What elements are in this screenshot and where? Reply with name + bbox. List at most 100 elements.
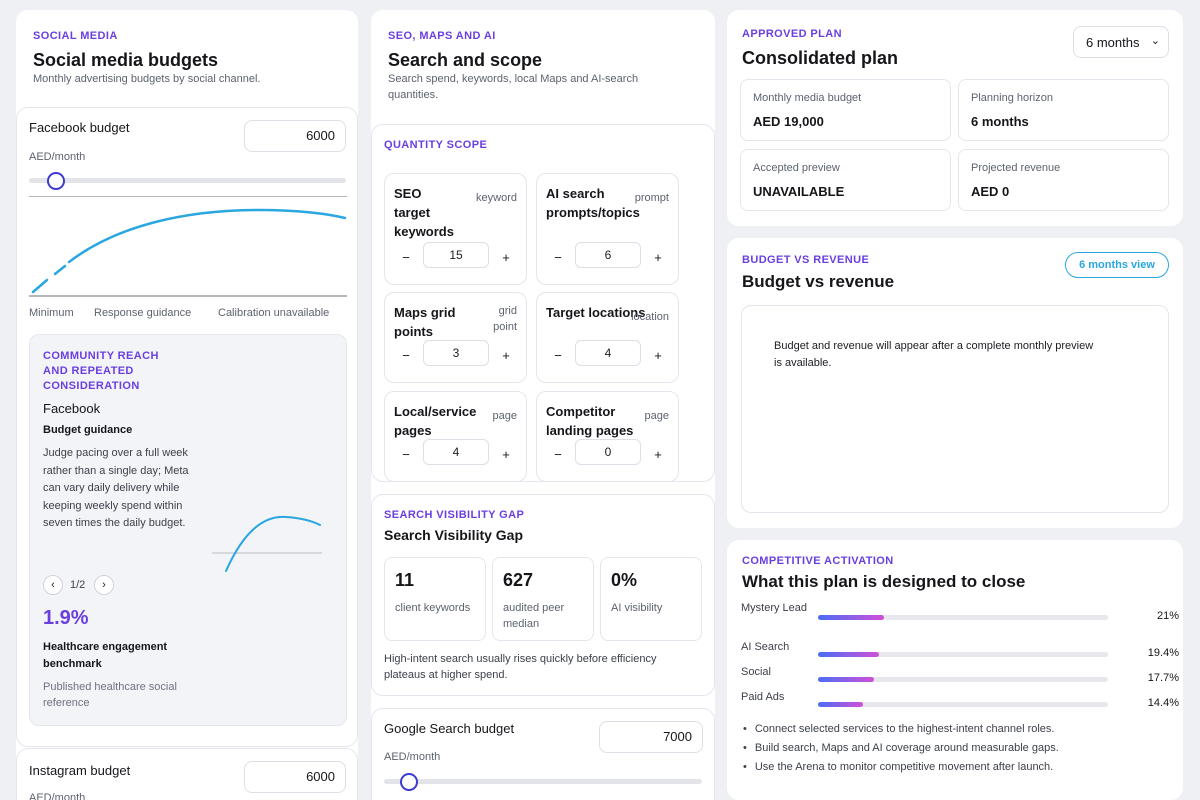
instagram-budget-input[interactable]: 6000 bbox=[244, 761, 346, 793]
google-budget-slider-thumb[interactable] bbox=[400, 773, 419, 791]
facebook-budget-slider-track[interactable] bbox=[29, 178, 346, 183]
bar-percent: 19.4% bbox=[1147, 647, 1179, 659]
gap-title: Search Visibility Gap bbox=[384, 527, 524, 543]
horizon-select-value: 6 months bbox=[1086, 35, 1140, 50]
bar-fill bbox=[818, 677, 874, 682]
quantity-unit: grid point bbox=[493, 305, 517, 333]
quantity-title: SEO target keywords bbox=[394, 186, 454, 239]
increment-button[interactable]: + bbox=[654, 250, 662, 265]
budget-vs-revenue-panel: BUDGET VS REVENUE Budget vs revenue 6 mo… bbox=[727, 238, 1183, 528]
bar-percent: 17.7% bbox=[1147, 672, 1179, 684]
gap-peer-median: 627 audited peer median bbox=[492, 557, 594, 641]
quantity-stepper[interactable]: 4 bbox=[575, 340, 641, 366]
bar-track bbox=[818, 652, 1108, 657]
facebook-budget-input[interactable]: 6000 bbox=[244, 120, 346, 152]
bar-fill bbox=[818, 615, 884, 620]
gap-metric-value: 11 bbox=[395, 570, 415, 590]
social-title: Social media budgets bbox=[33, 50, 219, 70]
seo-column: SEO, MAPS AND AI Search and scope Search… bbox=[371, 10, 715, 800]
facebook-response-curve bbox=[29, 196, 347, 297]
quantity-stepper[interactable]: 6 bbox=[575, 242, 641, 268]
bar-track bbox=[818, 702, 1108, 707]
activation-bullet: Build search, Maps and AI coverage aroun… bbox=[743, 742, 1059, 754]
guidance-pager: 1/2 bbox=[70, 579, 86, 591]
plan-title: Consolidated plan bbox=[742, 48, 899, 68]
gap-note: High-intent search usually rises quickly… bbox=[384, 653, 657, 681]
facebook-budget-slider-thumb[interactable] bbox=[47, 172, 66, 190]
metric-monthly-budget: Monthly media budget AED 19,000 bbox=[740, 79, 951, 141]
activation-bullet: Connect selected services to the highest… bbox=[743, 723, 1055, 735]
metric-value: 6 months bbox=[971, 114, 1029, 129]
quantity-stepper[interactable]: 0 bbox=[575, 439, 641, 465]
decrement-button[interactable]: − bbox=[402, 348, 410, 363]
response-curve-line bbox=[67, 208, 347, 264]
gap-client-keywords: 11 client keywords bbox=[384, 557, 486, 641]
metric-label: Planning horizon bbox=[971, 92, 1053, 104]
google-budget-input[interactable]: 7000 bbox=[599, 721, 703, 753]
metric-label: Monthly media budget bbox=[753, 92, 862, 104]
quantity-title: Maps grid points bbox=[394, 305, 456, 339]
quantity-scope-card: QUANTITY SCOPE SEO target keywords keywor… bbox=[371, 124, 715, 482]
activation-eyebrow: COMPETITIVE ACTIVATION bbox=[742, 555, 894, 567]
quantity-unit: page bbox=[492, 410, 517, 422]
quantity-stepper[interactable]: 15 bbox=[423, 242, 489, 268]
quantity-stepper[interactable]: 3 bbox=[423, 340, 489, 366]
response-axis-min: Minimum bbox=[29, 307, 74, 319]
decrement-button[interactable]: − bbox=[554, 447, 562, 462]
increment-button[interactable]: + bbox=[654, 348, 662, 363]
facebook-budget-card: Facebook budget 6000 AED/month Minimum R… bbox=[16, 107, 358, 747]
increment-button[interactable]: + bbox=[502, 250, 510, 265]
facebook-budget-label: Facebook budget bbox=[29, 120, 130, 135]
months-view-button[interactable]: 6 months view bbox=[1065, 252, 1169, 278]
quantity-card: Target locations location −4 + bbox=[536, 292, 679, 383]
decrement-button[interactable]: − bbox=[402, 447, 410, 462]
gap-eyebrow: SEARCH VISIBILITY GAP bbox=[384, 509, 525, 521]
chevron-left-icon[interactable]: ‹ bbox=[43, 575, 63, 595]
quantity-card: Maps grid points grid point −3 + bbox=[384, 292, 527, 383]
chevron-right-icon[interactable]: › bbox=[94, 575, 114, 595]
metric-label: Accepted preview bbox=[753, 162, 840, 174]
competitive-activation-panel: COMPETITIVE ACTIVATION What this plan is… bbox=[727, 540, 1183, 800]
metric-projected-revenue: Projected revenue AED 0 bbox=[958, 149, 1169, 211]
consolidated-plan-panel: APPROVED PLAN Consolidated plan 6 months… bbox=[727, 10, 1183, 226]
google-budget-slider-track[interactable] bbox=[384, 779, 702, 784]
increment-button[interactable]: + bbox=[502, 447, 510, 462]
bar-label: Paid Ads bbox=[741, 691, 785, 703]
quantity-title: Target locations bbox=[546, 305, 646, 320]
google-budget-unit: AED/month bbox=[384, 751, 441, 763]
gap-metric-value: 627 bbox=[503, 570, 534, 590]
budget-guidance-panel: COMMUNITY REACH AND REPEATED CONSIDERATI… bbox=[29, 334, 347, 726]
metric-label: Projected revenue bbox=[971, 162, 1061, 174]
increment-button[interactable]: + bbox=[502, 348, 510, 363]
guidance-heading: Budget guidance bbox=[43, 424, 133, 436]
revenue-title: Budget vs revenue bbox=[742, 272, 895, 291]
instagram-budget-card: Instagram budget 6000 AED/month bbox=[16, 748, 358, 800]
activation-bullet: Use the Arena to monitor competitive mov… bbox=[743, 761, 1053, 773]
plan-eyebrow: APPROVED PLAN bbox=[742, 28, 842, 40]
activation-title: What this plan is designed to close bbox=[742, 572, 1026, 591]
decrement-button[interactable]: − bbox=[554, 348, 562, 363]
response-curve-dash-1 bbox=[31, 278, 49, 294]
bar-track bbox=[818, 677, 1108, 682]
bar-label: AI Search bbox=[741, 641, 790, 653]
social-eyebrow: SOCIAL MEDIA bbox=[33, 30, 118, 42]
quantity-unit: location bbox=[631, 311, 669, 323]
bar-fill bbox=[818, 702, 863, 707]
quantity-title: Local/service pages bbox=[394, 404, 477, 438]
quantity-card: AI search prompts/topics prompt −6 + bbox=[536, 173, 679, 285]
quantity-title: Competitor landing pages bbox=[546, 404, 634, 438]
quantity-stepper[interactable]: 4 bbox=[423, 439, 489, 465]
gap-metric-value: 0% bbox=[611, 570, 638, 590]
guidance-mini-curve bbox=[212, 515, 322, 572]
horizon-select[interactable]: 6 months ⌄ bbox=[1073, 26, 1169, 58]
decrement-button[interactable]: − bbox=[554, 250, 562, 265]
search-visibility-gap-card: SEARCH VISIBILITY GAP Search Visibility … bbox=[371, 494, 715, 696]
seo-subtitle: Search spend, keywords, local Maps and A… bbox=[388, 73, 639, 101]
quantity-card: Competitor landing pages page −0 + bbox=[536, 391, 679, 482]
quantity-card: Local/service pages page −4 + bbox=[384, 391, 527, 482]
decrement-button[interactable]: − bbox=[402, 250, 410, 265]
quantity-card: SEO target keywords keyword −15 + bbox=[384, 173, 527, 285]
response-axis-max: Calibration unavailable bbox=[218, 307, 330, 319]
quantity-unit: page bbox=[644, 410, 669, 422]
increment-button[interactable]: + bbox=[654, 447, 662, 462]
